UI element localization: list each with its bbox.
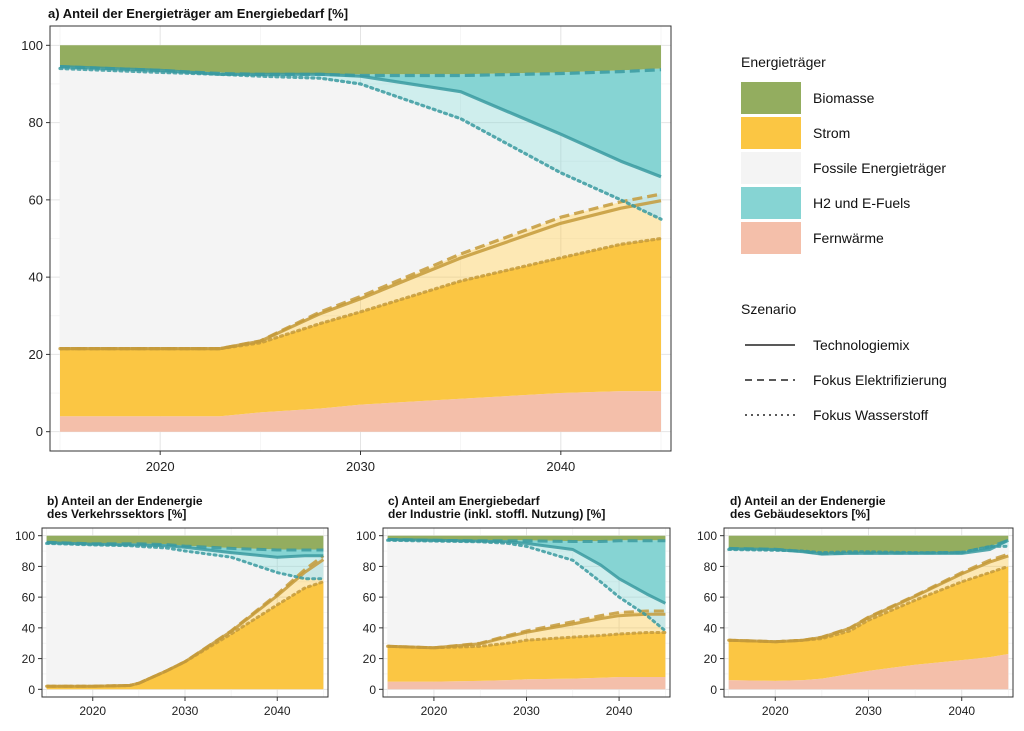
area-fossile bbox=[46, 543, 324, 687]
area-h2-range bbox=[60, 66, 661, 220]
legend-swatch-fernwaerme bbox=[741, 222, 801, 254]
area-biomasse bbox=[728, 535, 1009, 554]
line-h2-elektrifizierung bbox=[59, 65, 662, 78]
panel-title: b) Anteil an der Endenergie bbox=[47, 494, 203, 508]
y-tick-label: 60 bbox=[704, 591, 718, 605]
panel-title: a) Anteil der Energieträger am Energiebe… bbox=[48, 6, 348, 21]
line-strom-wasserstoff bbox=[58, 236, 663, 351]
x-tick-label: 2040 bbox=[606, 704, 633, 718]
area-fossile bbox=[387, 540, 666, 648]
area-strom bbox=[387, 632, 666, 682]
area-biomasse bbox=[46, 535, 324, 550]
y-tick-label: 40 bbox=[363, 621, 377, 635]
area-h2 bbox=[60, 66, 661, 177]
panel-a: a) Anteil der Energieträger am Energiebe… bbox=[21, 6, 672, 474]
x-tick-label: 2040 bbox=[264, 704, 291, 718]
y-tick-label: 20 bbox=[22, 652, 36, 666]
x-tick-label: 2030 bbox=[172, 704, 199, 718]
panel-title: c) Anteil am Energiebedarf bbox=[388, 494, 541, 508]
x-tick-label: 2020 bbox=[146, 459, 175, 474]
y-tick-label: 20 bbox=[704, 652, 718, 666]
area-fernwaerme bbox=[60, 391, 661, 432]
area-h2 bbox=[387, 539, 666, 604]
x-tick-label: 2040 bbox=[948, 704, 975, 718]
legend-scenario-title: Szenario bbox=[741, 301, 796, 317]
y-tick-label: 20 bbox=[29, 347, 43, 362]
y-tick-label: 40 bbox=[704, 621, 718, 635]
line-strom-mix bbox=[60, 199, 662, 351]
y-tick-label: 20 bbox=[363, 652, 377, 666]
area-fernwaerme bbox=[387, 677, 666, 690]
y-tick-label: 80 bbox=[29, 115, 43, 130]
y-tick-label: 0 bbox=[28, 683, 35, 697]
charts-layer: a) Anteil der Energieträger am Energiebe… bbox=[15, 6, 1014, 718]
y-tick-label: 0 bbox=[710, 683, 717, 697]
line-strom-elektrifizierung bbox=[728, 552, 1009, 644]
line-h2-elektrifizierung bbox=[46, 540, 324, 552]
legend-label-fernwaerme: Fernwärme bbox=[813, 230, 884, 246]
line-h2-mix bbox=[59, 65, 662, 179]
legend-label-h2: H2 und E-Fuels bbox=[813, 195, 910, 211]
y-tick-label: 100 bbox=[15, 529, 35, 543]
legend-energy-title: Energieträger bbox=[741, 54, 826, 70]
y-tick-label: 100 bbox=[356, 529, 376, 543]
line-h2-elektrifizierung bbox=[387, 538, 666, 543]
legend-label-biomasse: Biomasse bbox=[813, 90, 875, 106]
x-tick-label: 2030 bbox=[513, 704, 540, 718]
area-biomasse bbox=[60, 45, 661, 75]
area-fossile bbox=[60, 68, 661, 349]
y-tick-label: 0 bbox=[369, 683, 376, 697]
legend-label-fossile: Fossile Energieträger bbox=[813, 160, 946, 176]
y-tick-label: 80 bbox=[704, 560, 718, 574]
y-tick-label: 100 bbox=[21, 38, 43, 53]
y-tick-label: 60 bbox=[363, 591, 377, 605]
legend-swatch-biomasse bbox=[741, 82, 801, 114]
line-strom-elektrifizierung bbox=[60, 192, 662, 351]
y-tick-label: 60 bbox=[29, 192, 43, 207]
y-tick-label: 80 bbox=[363, 560, 377, 574]
panel-title: d) Anteil an der Endenergie bbox=[730, 494, 886, 508]
x-tick-label: 2020 bbox=[79, 704, 106, 718]
y-tick-label: 60 bbox=[22, 591, 36, 605]
y-tick-label: 0 bbox=[36, 424, 43, 439]
line-strom-elektrifizierung bbox=[387, 609, 666, 650]
area-strom bbox=[728, 566, 1009, 681]
legend-label-strom: Strom bbox=[813, 125, 850, 141]
area-strom-range bbox=[60, 194, 661, 349]
x-tick-label: 2030 bbox=[855, 704, 882, 718]
x-tick-label: 2030 bbox=[346, 459, 375, 474]
line-h2-elektrifizierung bbox=[728, 538, 1009, 556]
x-tick-label: 2020 bbox=[421, 704, 448, 718]
y-tick-label: 100 bbox=[697, 529, 717, 543]
legend-label-scenario: Technologiemix bbox=[813, 337, 910, 353]
legend-label-scenario: Fokus Wasserstoff bbox=[813, 407, 928, 423]
area-fernwaerme bbox=[728, 654, 1009, 690]
line-h2-wasserstoff bbox=[58, 66, 663, 221]
area-fossile bbox=[728, 546, 1009, 642]
x-tick-label: 2020 bbox=[762, 704, 789, 718]
panel-title: der Industrie (inkl. stoffl. Nutzung) [%… bbox=[388, 507, 605, 521]
y-tick-label: 80 bbox=[22, 560, 36, 574]
line-strom-elektrifizierung bbox=[46, 554, 325, 688]
legend: Energieträger Biomasse Strom Fossile Energi… bbox=[741, 54, 947, 423]
legend-label-scenario: Fokus Elektrifizierung bbox=[813, 372, 947, 388]
x-tick-label: 2040 bbox=[546, 459, 575, 474]
panel-title: des Gebäudesektors [%] bbox=[730, 507, 870, 521]
legend-swatch-fossile bbox=[741, 152, 801, 184]
legend-swatch-h2 bbox=[741, 187, 801, 219]
area-strom bbox=[46, 581, 324, 690]
y-tick-label: 40 bbox=[29, 270, 43, 285]
legend-swatch-strom bbox=[741, 117, 801, 149]
area-strom bbox=[60, 238, 661, 417]
panel-title: des Verkehrssektors [%] bbox=[47, 507, 186, 521]
y-tick-label: 40 bbox=[22, 621, 36, 635]
area-h2 bbox=[46, 541, 324, 558]
